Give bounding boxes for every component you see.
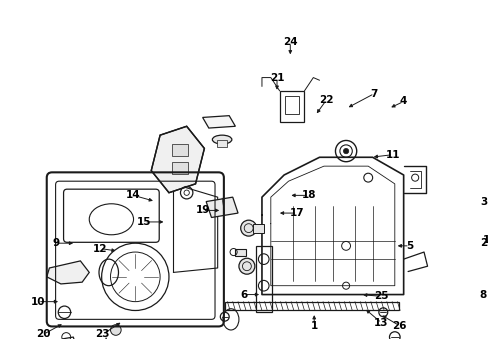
Bar [255,246,271,312]
Text: 16: 16 [481,235,488,245]
Text: 25: 25 [373,291,388,301]
Text: 5: 5 [406,241,413,251]
Text: 26: 26 [391,320,406,330]
Bar [216,140,227,147]
Text: 21: 21 [269,73,284,82]
Text: 7: 7 [370,89,377,99]
Polygon shape [206,197,238,217]
Bar [224,302,398,310]
Text: 12: 12 [92,243,107,253]
Text: 6: 6 [240,289,247,300]
Text: 8: 8 [479,289,486,300]
Polygon shape [151,126,204,193]
Text: 23: 23 [95,329,110,339]
Text: 9: 9 [52,238,59,248]
Bar [171,162,187,174]
Bar [253,224,263,233]
Bar [285,96,299,114]
Text: 18: 18 [301,190,316,201]
Ellipse shape [212,135,231,144]
Bar [235,248,245,256]
Circle shape [240,220,256,236]
Text: 3: 3 [480,197,487,207]
Text: 4: 4 [399,96,407,107]
Text: 24: 24 [283,37,297,47]
Text: 2: 2 [480,238,487,248]
Text: 11: 11 [385,150,400,159]
Bar [171,144,187,156]
Text: 20: 20 [36,329,50,339]
Polygon shape [202,116,235,128]
Text: 15: 15 [137,217,151,227]
Text: 17: 17 [289,208,304,218]
Text: 13: 13 [373,318,388,328]
Text: 10: 10 [31,297,45,307]
Text: 22: 22 [319,95,333,105]
Bar [279,91,304,122]
Text: 14: 14 [126,190,141,201]
Circle shape [110,325,121,335]
Text: 19: 19 [195,206,209,215]
Text: 1: 1 [310,320,317,330]
Circle shape [343,148,348,154]
Circle shape [239,258,254,274]
Polygon shape [47,261,89,284]
